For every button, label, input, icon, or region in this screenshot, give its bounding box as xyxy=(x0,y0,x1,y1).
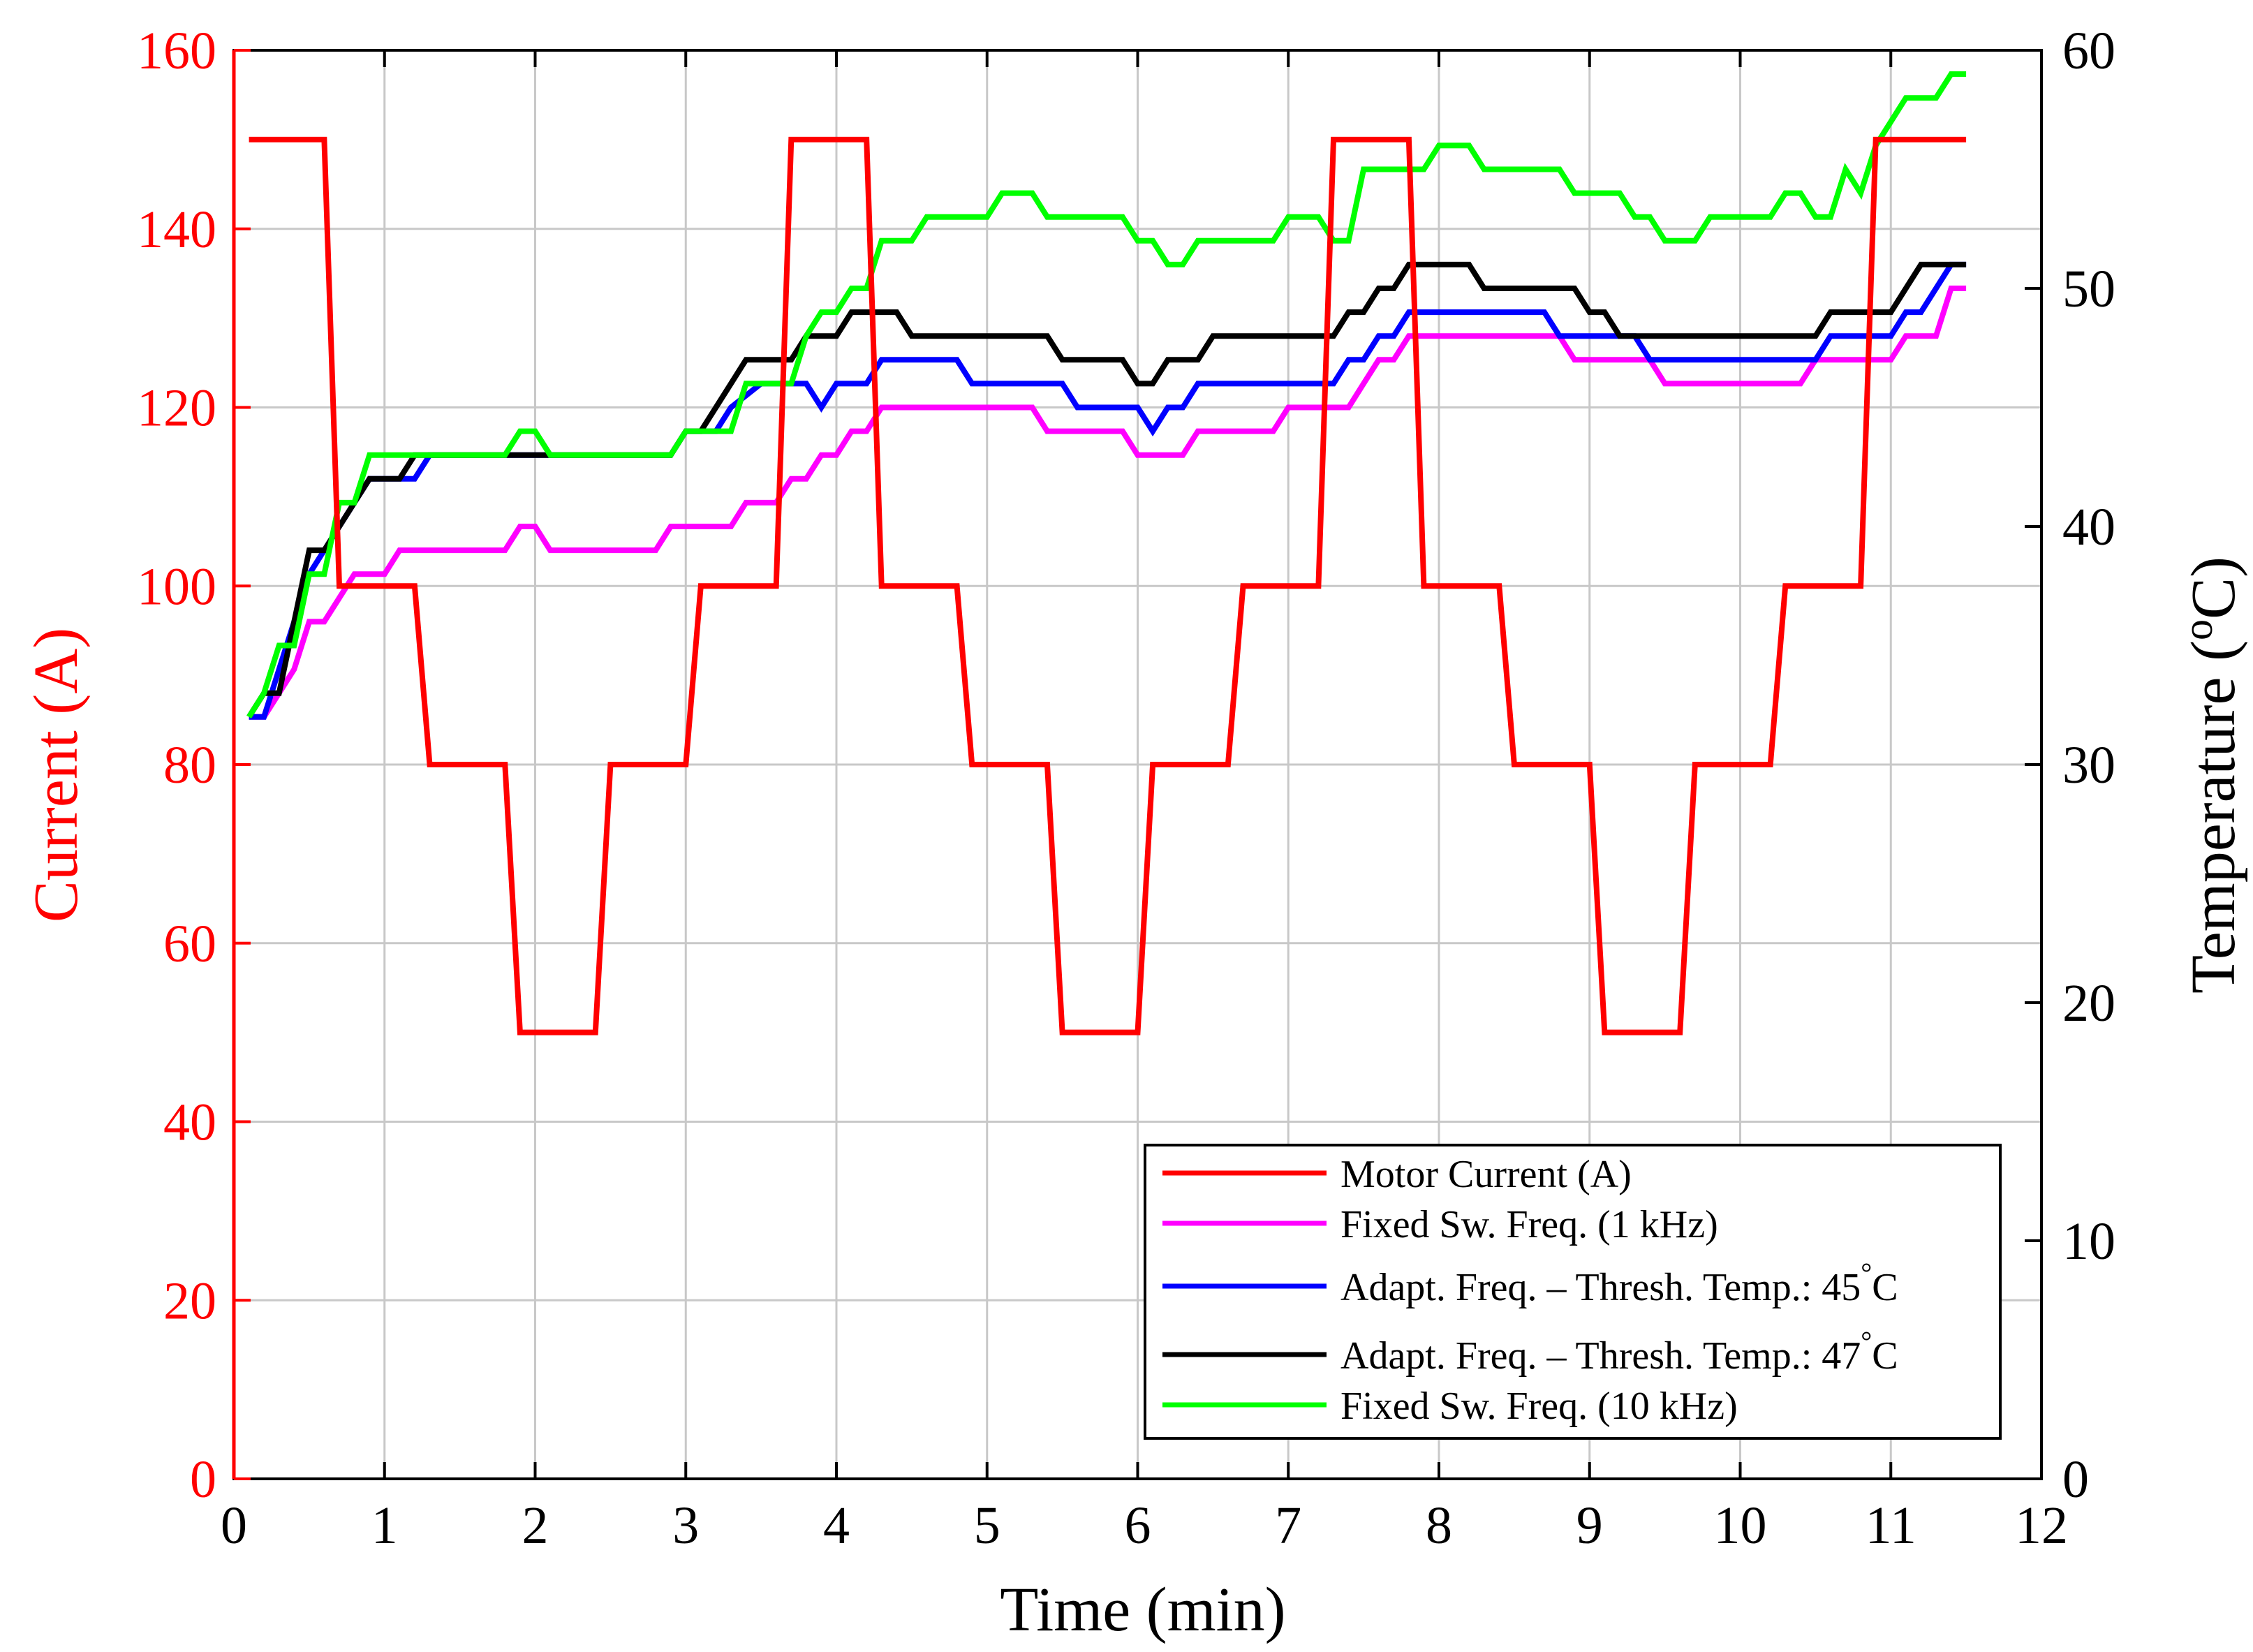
y-left-tick-label: 0 xyxy=(190,1450,216,1509)
x-tick-label: 7 xyxy=(1275,1496,1301,1555)
y-left-tick-label: 140 xyxy=(137,200,216,259)
y-right-tick-label: 0 xyxy=(2062,1450,2089,1509)
legend-label-5: Fixed Sw. Freq. (10 kHz) xyxy=(1340,1385,1738,1428)
y-right-tick-label: 30 xyxy=(2062,736,2115,795)
y-right-tick-label: 10 xyxy=(2062,1212,2115,1271)
series-line-3 xyxy=(249,261,1967,720)
y-left-tick-label: 60 xyxy=(163,915,216,973)
y-right-tick-label: 40 xyxy=(2062,498,2115,556)
y-left-axis-title: Current (A) xyxy=(22,628,91,922)
x-tick-label: 9 xyxy=(1576,1496,1603,1555)
y-right-axis-title: Temperature (oC) xyxy=(2175,556,2248,994)
legend-label-degree: ° xyxy=(1861,1257,1872,1288)
y-right-tick-label: 20 xyxy=(2062,974,2115,1033)
y-right-title-prefix: Temperature ( xyxy=(2179,640,2248,994)
x-tick-label: 4 xyxy=(823,1496,850,1555)
legend-label-main: Adapt. Freq. – Thresh. Temp.: 47 xyxy=(1340,1334,1861,1378)
x-tick-label: 10 xyxy=(1714,1496,1767,1555)
legend-label-main: Adapt. Freq. – Thresh. Temp.: 45 xyxy=(1340,1266,1861,1309)
x-tick-label: 3 xyxy=(672,1496,699,1555)
y-left-tick-label: 80 xyxy=(163,736,216,795)
legend-label-unit: C xyxy=(1872,1334,1898,1378)
y-right-title-suffix: C) xyxy=(2179,556,2248,619)
y-right-tick-label: 60 xyxy=(2062,22,2115,80)
tick-labels: 0 1 2 3 4 5 6 7 8 9 10 11 12020406080100120140160010… xyxy=(137,22,2115,1555)
y-right-title-super: o xyxy=(2175,619,2221,640)
x-tick-label: 5 xyxy=(974,1496,1000,1555)
x-tick-label: 12 xyxy=(2015,1496,2068,1555)
series-line-1 xyxy=(249,136,1967,1035)
tick-group xyxy=(232,49,2043,1480)
legend-label-unit: C xyxy=(1872,1266,1898,1309)
y-left-tick-label: 20 xyxy=(163,1271,216,1330)
y-left-tick-label: 160 xyxy=(137,22,216,80)
y-left-tick-label: 120 xyxy=(137,379,216,438)
x-tick-label: 0 xyxy=(221,1496,247,1555)
x-tick-label: 11 xyxy=(1866,1496,1916,1555)
series-line-4 xyxy=(246,261,1967,718)
legend: Motor Current (A) Fixed Sw. Freq. (1 kHz)… xyxy=(1144,1144,2002,1440)
series-group xyxy=(246,71,1967,1035)
x-tick-label: 6 xyxy=(1125,1496,1151,1555)
legend-box xyxy=(1144,1144,2002,1440)
x-tick-label: 8 xyxy=(1426,1496,1452,1555)
series-line-5 xyxy=(246,71,1967,718)
x-tick-label: 2 xyxy=(522,1496,549,1555)
legend-label-4: Adapt. Freq. – Thresh. Temp.: 47°C xyxy=(1340,1325,1898,1378)
x-tick-label: 1 xyxy=(371,1496,398,1555)
legend-label-3: Adapt. Freq. – Thresh. Temp.: 45°C xyxy=(1340,1257,1898,1309)
legend-label-2: Fixed Sw. Freq. (1 kHz) xyxy=(1340,1203,1718,1246)
x-axis-title: Time (min) xyxy=(1000,1575,1285,1644)
legend-label-degree: ° xyxy=(1861,1325,1872,1357)
y-left-tick-label: 100 xyxy=(137,557,216,616)
series-line-2 xyxy=(249,286,1967,720)
y-left-tick-label: 40 xyxy=(163,1093,216,1152)
legend-label-1: Motor Current (A) xyxy=(1340,1153,1632,1196)
y-right-tick-label: 50 xyxy=(2062,260,2115,318)
